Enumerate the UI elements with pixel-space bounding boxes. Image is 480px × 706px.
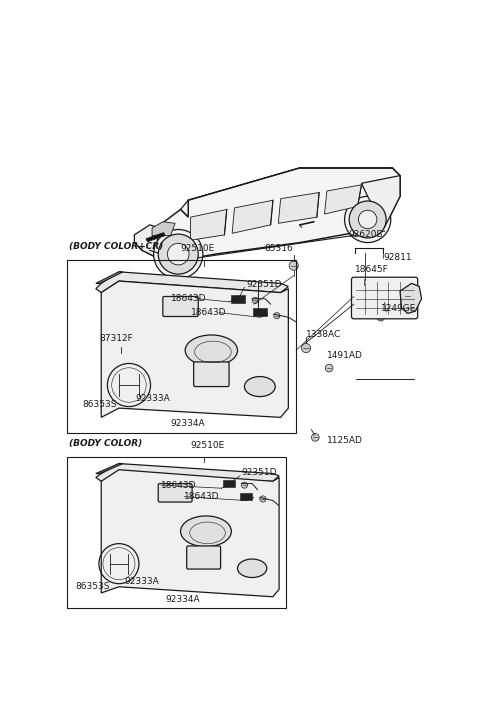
Text: 92510E: 92510E <box>191 441 225 450</box>
Circle shape <box>361 279 367 285</box>
Text: 87312F: 87312F <box>100 335 133 343</box>
Text: 92334A: 92334A <box>165 594 200 604</box>
Circle shape <box>154 229 203 279</box>
Circle shape <box>158 234 198 274</box>
Text: 92334A: 92334A <box>170 419 205 428</box>
Ellipse shape <box>238 559 267 578</box>
Polygon shape <box>152 222 175 236</box>
Text: 18645F: 18645F <box>355 265 389 274</box>
Polygon shape <box>101 281 288 417</box>
Text: 18643D: 18643D <box>184 492 220 501</box>
Text: 85316: 85316 <box>265 244 293 253</box>
Ellipse shape <box>180 516 231 546</box>
FancyBboxPatch shape <box>163 297 198 316</box>
Circle shape <box>377 313 384 321</box>
Text: 92351D: 92351D <box>246 280 281 289</box>
Circle shape <box>359 210 377 229</box>
Polygon shape <box>96 464 279 481</box>
Polygon shape <box>324 185 361 214</box>
Bar <box>67 261 296 433</box>
Polygon shape <box>180 168 400 217</box>
Polygon shape <box>191 210 227 240</box>
Circle shape <box>241 482 248 489</box>
Polygon shape <box>146 232 165 241</box>
Ellipse shape <box>185 335 238 366</box>
Bar <box>223 480 235 487</box>
Circle shape <box>349 201 386 238</box>
Polygon shape <box>101 469 279 597</box>
Text: 18643D: 18643D <box>161 481 197 490</box>
Circle shape <box>252 297 258 304</box>
Circle shape <box>274 313 280 319</box>
Text: 86353S: 86353S <box>75 582 109 591</box>
Circle shape <box>289 261 299 270</box>
Circle shape <box>260 496 266 502</box>
Circle shape <box>312 433 319 441</box>
Text: 1491AD: 1491AD <box>327 352 363 360</box>
Circle shape <box>301 343 311 353</box>
Polygon shape <box>400 283 421 313</box>
Bar <box>240 493 252 500</box>
Circle shape <box>345 196 391 243</box>
Text: 18643D: 18643D <box>191 308 226 317</box>
Polygon shape <box>96 464 123 474</box>
FancyBboxPatch shape <box>351 277 418 319</box>
Bar <box>67 457 286 609</box>
FancyBboxPatch shape <box>158 484 192 502</box>
Bar <box>253 308 267 316</box>
Bar <box>231 295 245 303</box>
Polygon shape <box>232 201 273 233</box>
Polygon shape <box>361 176 400 227</box>
Polygon shape <box>278 193 319 223</box>
Polygon shape <box>134 225 157 258</box>
Text: 1338AC: 1338AC <box>306 330 341 340</box>
Text: 86353S: 86353S <box>83 400 117 409</box>
Polygon shape <box>134 168 400 261</box>
Text: 92351D: 92351D <box>241 468 277 477</box>
Text: 92620B: 92620B <box>348 229 383 239</box>
Text: 92811: 92811 <box>383 253 412 263</box>
Circle shape <box>404 292 411 300</box>
Text: 92333A: 92333A <box>124 577 159 586</box>
FancyBboxPatch shape <box>187 546 221 569</box>
Ellipse shape <box>244 376 275 397</box>
Text: 1125AD: 1125AD <box>327 436 363 445</box>
Text: 92510E: 92510E <box>180 244 215 253</box>
Text: 18643D: 18643D <box>170 294 206 304</box>
Text: 92333A: 92333A <box>135 395 170 403</box>
Polygon shape <box>96 272 288 292</box>
Circle shape <box>168 244 189 265</box>
Text: (BODY COLOR): (BODY COLOR) <box>69 439 142 448</box>
FancyBboxPatch shape <box>193 362 229 387</box>
Text: (BODY COLOR+CR): (BODY COLOR+CR) <box>69 242 163 251</box>
Circle shape <box>325 364 333 372</box>
Text: 1249GE: 1249GE <box>381 304 416 313</box>
Polygon shape <box>96 272 123 283</box>
